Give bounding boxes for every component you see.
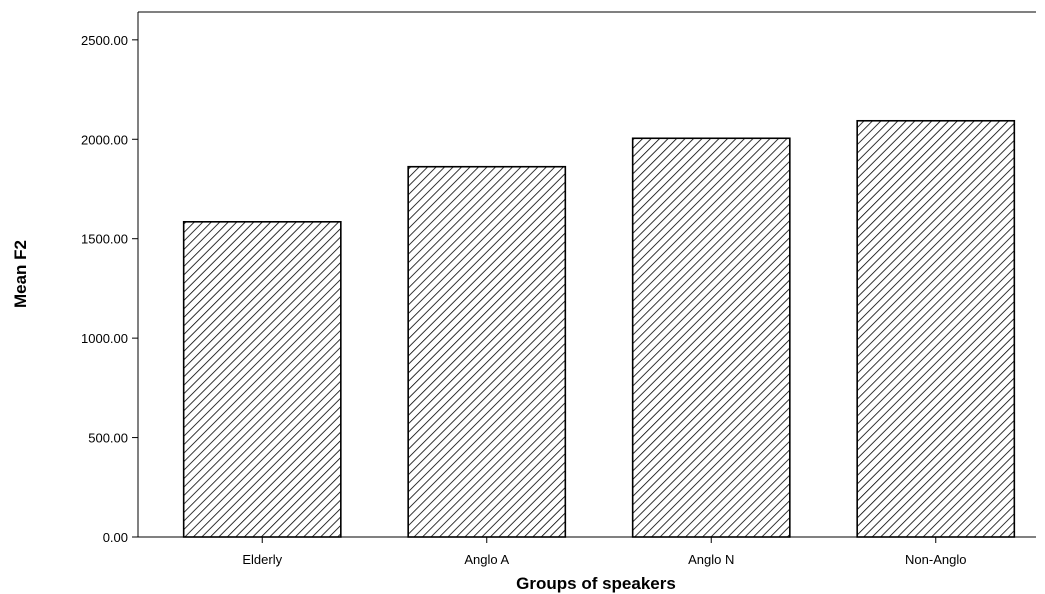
y-axis-title: Mean F2 (11, 240, 30, 308)
y-tick-label: 0.00 (103, 530, 128, 545)
y-tick-label: 1000.00 (81, 331, 128, 346)
x-tick-label: Anglo N (688, 552, 734, 567)
y-tick-label: 500.00 (88, 431, 128, 446)
bar-elderly (182, 221, 342, 538)
x-axis-title: Groups of speakers (516, 574, 676, 593)
bar-non-anglo (856, 119, 1016, 538)
bar-anglo-a (407, 165, 567, 538)
y-axis-ticks: 0.00 500.00 1000.00 1500.00 2000.00 2500.00 (81, 33, 138, 545)
bar-anglo-n (631, 137, 791, 538)
y-tick-label: 2500.00 (81, 33, 128, 48)
x-axis-ticks: Elderly Anglo A Anglo N Non-Anglo (242, 537, 966, 567)
x-tick-label: Elderly (242, 552, 282, 567)
x-tick-label: Anglo A (464, 552, 509, 567)
bars-group (182, 119, 1016, 538)
y-tick-label: 1500.00 (81, 232, 128, 247)
y-tick-label: 2000.00 (81, 132, 128, 147)
x-tick-label: Non-Anglo (905, 552, 966, 567)
